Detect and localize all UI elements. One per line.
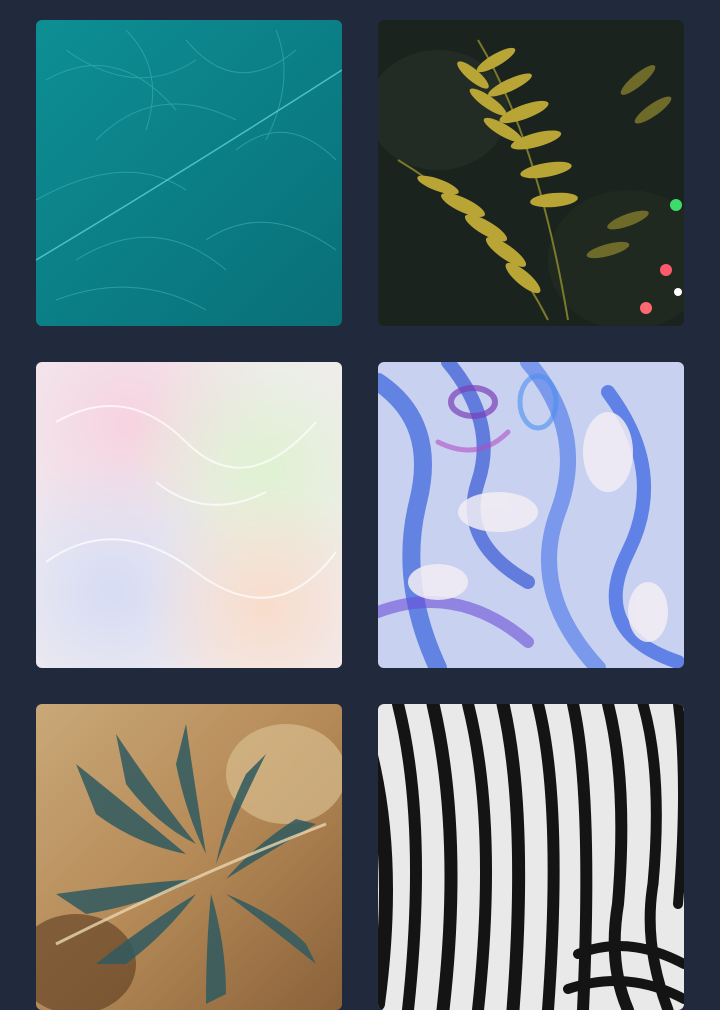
gallery-tile-holographic-liquid[interactable] <box>378 362 684 668</box>
teal-feather-image <box>36 20 342 326</box>
holographic-liquid-image <box>378 362 684 668</box>
fern-leaves-image <box>378 20 684 326</box>
gallery-tile-pearl-iridescent[interactable] <box>36 362 342 668</box>
gallery-tile-fern-leaves[interactable] <box>378 20 684 326</box>
pearl-iridescent-image <box>36 362 342 668</box>
gallery-tile-zebra-stripes[interactable] <box>378 704 684 1010</box>
zebra-stripes-image <box>378 704 684 1010</box>
monstera-leaf-image <box>36 704 342 1010</box>
gallery-tile-monstera-leaf[interactable] <box>36 704 342 1010</box>
image-grid <box>36 20 684 1010</box>
gallery-tile-teal-feather[interactable] <box>36 20 342 326</box>
